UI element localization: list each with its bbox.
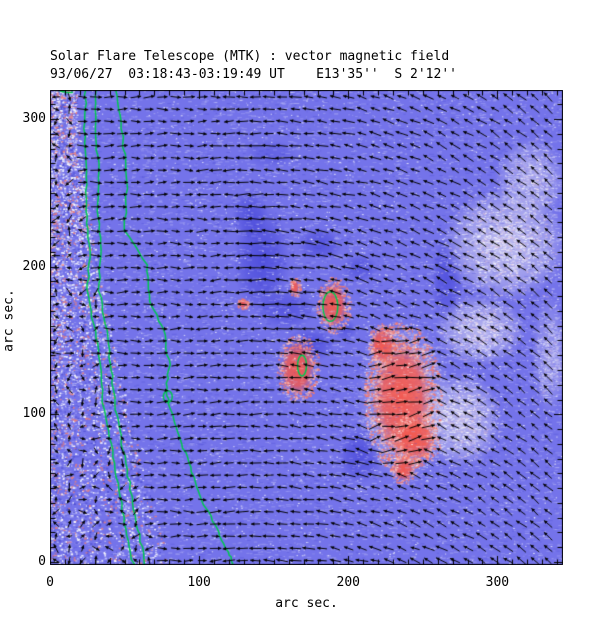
y-tick-label: 300 [22,110,46,126]
x-tick-label: 200 [336,575,360,590]
chart-subtitle: 93/06/27 03:18:43-03:19:49 UT E13'35'' S… [50,67,457,82]
chart-title: Solar Flare Telescope (MTK) : vector mag… [50,49,450,64]
x-axis-label: arc sec. [275,596,338,611]
x-tick-label: 0 [46,575,54,590]
y-axis-label: arc sec. [1,289,17,352]
magnetogram-plot-canvas [50,90,563,565]
x-tick-label: 100 [187,575,211,590]
y-tick-label: 0 [38,554,46,569]
y-tick-label: 100 [22,406,46,422]
y-tick-label: 200 [22,258,46,274]
x-tick-label: 300 [485,575,510,590]
